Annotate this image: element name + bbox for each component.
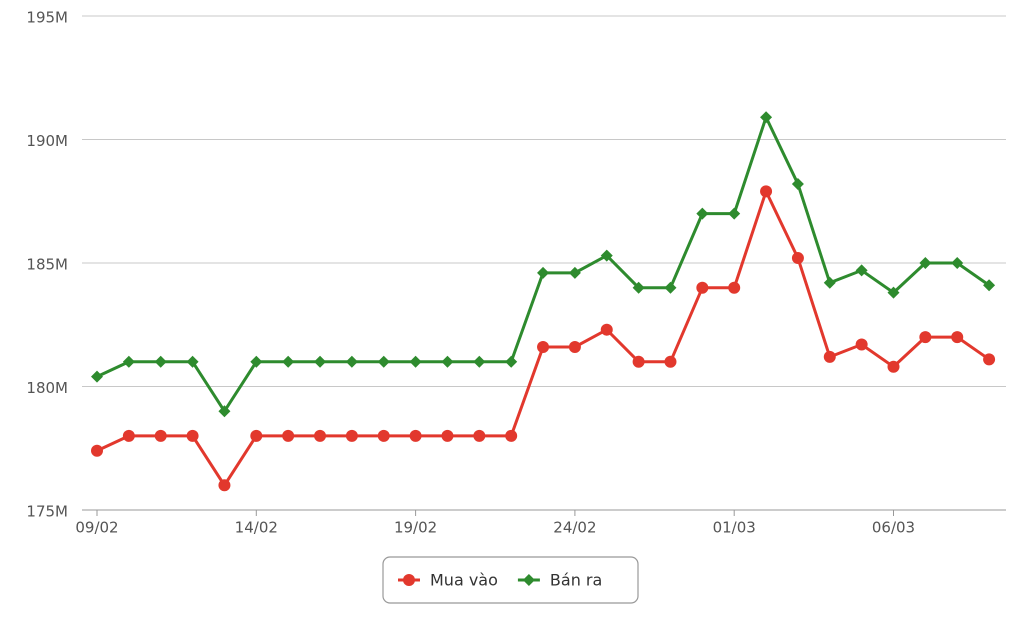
marker: [919, 257, 932, 269]
marker: [951, 331, 964, 344]
marker: [377, 429, 390, 442]
marker: [345, 429, 358, 442]
marker: [409, 429, 422, 442]
marker: [728, 207, 741, 220]
marker: [887, 286, 900, 299]
marker: [887, 360, 900, 373]
marker: [983, 353, 996, 366]
marker: [522, 574, 535, 586]
x-tick-label: 06/03: [872, 519, 915, 537]
marker: [314, 355, 327, 368]
marker: [473, 355, 486, 368]
marker: [823, 276, 836, 289]
marker: [823, 350, 836, 363]
marker: [568, 340, 581, 353]
marker: [218, 405, 231, 418]
marker: [218, 479, 231, 492]
marker: [760, 111, 773, 124]
marker: [403, 574, 415, 586]
y-tick-label: 195M: [26, 9, 68, 27]
x-tick-label: 01/03: [713, 519, 756, 537]
x-tick-label: 09/02: [75, 519, 118, 537]
marker: [505, 355, 518, 368]
marker: [186, 355, 199, 368]
y-tick-label: 180M: [26, 379, 68, 397]
marker: [600, 249, 613, 262]
marker: [632, 355, 645, 368]
marker: [537, 340, 550, 353]
x-tick-label: 24/02: [553, 519, 596, 537]
x-tick-label: 14/02: [235, 519, 278, 537]
legend-label: Bán ra: [550, 571, 602, 590]
marker: [855, 264, 868, 277]
marker: [473, 429, 486, 442]
marker: [282, 355, 295, 368]
marker: [983, 279, 996, 292]
marker: [377, 355, 390, 368]
marker: [122, 429, 135, 442]
marker: [600, 323, 613, 336]
marker: [282, 429, 295, 442]
marker: [855, 338, 868, 351]
marker: [250, 429, 263, 442]
marker: [441, 355, 454, 368]
marker: [91, 370, 103, 383]
marker: [951, 257, 964, 269]
marker: [186, 429, 199, 442]
marker: [664, 281, 677, 294]
marker: [791, 252, 804, 265]
marker: [91, 444, 103, 457]
marker: [728, 281, 741, 294]
marker: [791, 177, 804, 190]
marker: [314, 429, 327, 442]
legend-box: [382, 556, 639, 604]
marker: [409, 355, 422, 368]
marker: [537, 266, 550, 279]
y-tick-label: 190M: [26, 132, 68, 150]
series-line: [96, 187, 990, 489]
marker: [632, 281, 645, 294]
y-tick-label: 185M: [26, 256, 68, 274]
marker: [122, 355, 135, 368]
marker: [505, 429, 518, 442]
x-tick-label: 19/02: [394, 519, 437, 537]
y-tick-label: 175M: [26, 503, 68, 521]
marker: [919, 331, 932, 344]
legend-label: Mua vào: [430, 571, 498, 590]
marker: [154, 429, 167, 442]
marker: [345, 355, 358, 368]
marker: [154, 355, 167, 368]
marker: [696, 281, 709, 294]
marker: [568, 266, 581, 279]
marker: [696, 207, 709, 220]
marker: [441, 429, 454, 442]
series-line: [96, 113, 990, 414]
marker: [760, 185, 773, 198]
marker: [250, 355, 263, 368]
marker: [664, 355, 677, 368]
